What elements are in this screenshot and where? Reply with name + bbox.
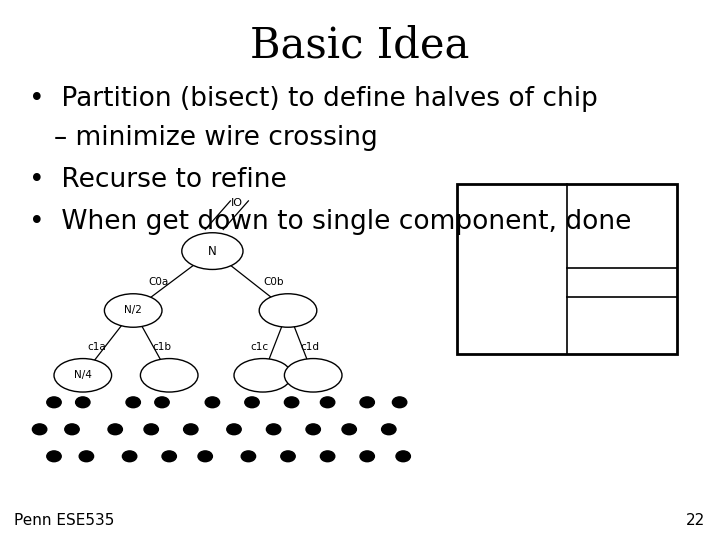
Ellipse shape <box>54 359 112 392</box>
Text: C0b: C0b <box>264 277 284 287</box>
Ellipse shape <box>104 294 162 327</box>
Text: C0a: C0a <box>148 277 168 287</box>
Circle shape <box>155 397 169 408</box>
Text: c1b: c1b <box>153 342 171 352</box>
Text: IO: IO <box>230 198 243 207</box>
Circle shape <box>241 451 256 462</box>
Ellipse shape <box>181 233 243 269</box>
Text: N/4: N/4 <box>74 370 91 380</box>
Text: •  Partition (bisect) to define halves of chip: • Partition (bisect) to define halves of… <box>29 86 598 112</box>
Text: – minimize wire crossing: – minimize wire crossing <box>54 125 378 151</box>
Text: Basic Idea: Basic Idea <box>251 24 469 66</box>
Circle shape <box>266 424 281 435</box>
Circle shape <box>342 424 356 435</box>
Ellipse shape <box>140 359 198 392</box>
Ellipse shape <box>259 294 317 327</box>
Circle shape <box>382 424 396 435</box>
Circle shape <box>126 397 140 408</box>
Text: c1c: c1c <box>250 342 269 352</box>
Bar <box>457 184 677 354</box>
Text: N/2: N/2 <box>125 306 142 315</box>
Text: 22: 22 <box>686 513 706 528</box>
Circle shape <box>205 397 220 408</box>
Circle shape <box>79 451 94 462</box>
Circle shape <box>47 451 61 462</box>
Circle shape <box>306 424 320 435</box>
Text: Penn ESE535: Penn ESE535 <box>14 513 114 528</box>
Circle shape <box>281 451 295 462</box>
Circle shape <box>108 424 122 435</box>
Text: N: N <box>208 245 217 258</box>
Circle shape <box>396 451 410 462</box>
Ellipse shape <box>234 359 292 392</box>
Text: •  Recurse to refine: • Recurse to refine <box>29 167 287 193</box>
Circle shape <box>32 424 47 435</box>
Text: c1a: c1a <box>88 342 107 352</box>
Circle shape <box>392 397 407 408</box>
Circle shape <box>198 451 212 462</box>
Circle shape <box>76 397 90 408</box>
Circle shape <box>245 397 259 408</box>
Circle shape <box>122 451 137 462</box>
Circle shape <box>227 424 241 435</box>
Ellipse shape <box>284 359 342 392</box>
Circle shape <box>162 451 176 462</box>
Circle shape <box>47 397 61 408</box>
Circle shape <box>320 451 335 462</box>
Circle shape <box>284 397 299 408</box>
Circle shape <box>65 424 79 435</box>
Text: •  When get down to single component, done: • When get down to single component, don… <box>29 209 631 235</box>
Circle shape <box>144 424 158 435</box>
Circle shape <box>360 397 374 408</box>
Circle shape <box>360 451 374 462</box>
Circle shape <box>184 424 198 435</box>
Circle shape <box>320 397 335 408</box>
Text: c1d: c1d <box>300 342 319 352</box>
